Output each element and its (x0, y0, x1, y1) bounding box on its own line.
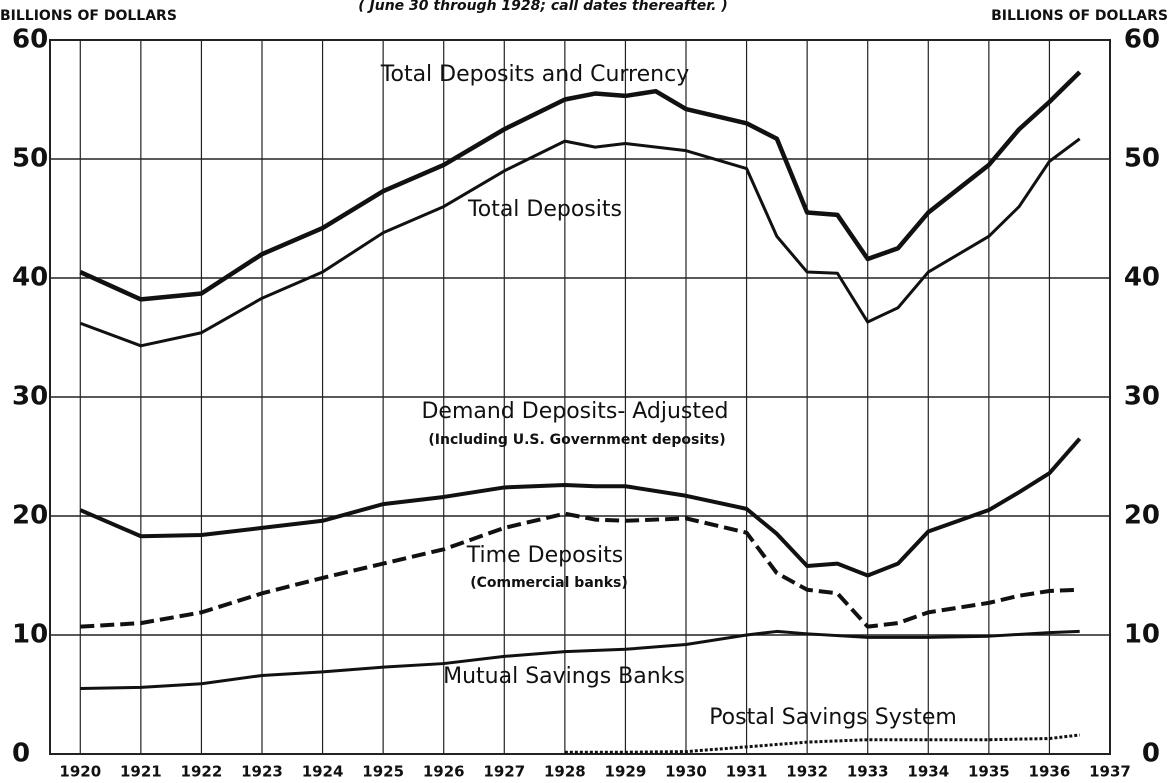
x-tick-label: 1930 (665, 763, 707, 781)
y2-tick-label: 40 (1124, 263, 1160, 293)
chart-title: ( June 30 through 1928; call dates there… (358, 0, 727, 14)
y-tick-label: 30 (12, 382, 48, 412)
y-tick-label: 40 (12, 263, 48, 293)
series-label: Mutual Savings Banks (443, 664, 685, 689)
y-axis-label: BILLIONS OF DOLLARS (0, 8, 177, 24)
x-tick-label: 1935 (968, 763, 1010, 781)
y2-tick-label: 0 (1142, 739, 1160, 769)
y-tick-label: 10 (12, 620, 48, 650)
x-tick-label: 1936 (1029, 763, 1071, 781)
x-tick-label: 1937 (1089, 763, 1131, 781)
y-tick-label: 0 (12, 739, 30, 769)
series-label: Demand Deposits- Adjusted (421, 399, 728, 424)
series-label: Total Deposits (467, 197, 622, 222)
x-tick-label: 1927 (483, 763, 525, 781)
x-tick-label: 1925 (362, 763, 404, 781)
y2-tick-label: 60 (1124, 25, 1160, 55)
line (79, 437, 1082, 578)
annotation: (Including U.S. Government deposits) (428, 432, 725, 448)
x-tick-label: 1929 (605, 763, 647, 781)
series-label: Time Deposits (466, 543, 623, 568)
y2-tick-label: 30 (1124, 382, 1160, 412)
annotation: (Commercial banks) (470, 575, 628, 591)
x-tick-label: 1926 (423, 763, 465, 781)
line (79, 70, 1082, 302)
x-tick-label: 1931 (726, 763, 768, 781)
line (564, 733, 1080, 754)
x-tick-label: 1924 (302, 763, 344, 781)
y2-axis-label: BILLIONS OF DOLLARS (991, 8, 1168, 24)
x-tick-label: 1932 (786, 763, 828, 781)
line (80, 511, 1080, 629)
x-tick-label: 1934 (907, 763, 949, 781)
y2-tick-label: 50 (1124, 144, 1160, 174)
y-tick-label: 50 (12, 144, 48, 174)
y2-tick-label: 20 (1124, 501, 1160, 531)
x-tick-label: 1923 (241, 763, 283, 781)
y-tick-label: 60 (12, 25, 48, 55)
series-label: Postal Savings System (709, 705, 957, 730)
x-tick-label: 1933 (847, 763, 889, 781)
plot-frame (49, 39, 1111, 755)
x-tick-label: 1928 (544, 763, 586, 781)
y-tick-label: 20 (12, 501, 48, 531)
x-tick-label: 1920 (59, 763, 101, 781)
line (79, 137, 1081, 348)
x-tick-label: 1922 (181, 763, 223, 781)
line (80, 629, 1080, 691)
y2-tick-label: 10 (1124, 620, 1160, 650)
x-tick-label: 1921 (120, 763, 162, 781)
series-label: Total Deposits and Currency (380, 62, 689, 87)
